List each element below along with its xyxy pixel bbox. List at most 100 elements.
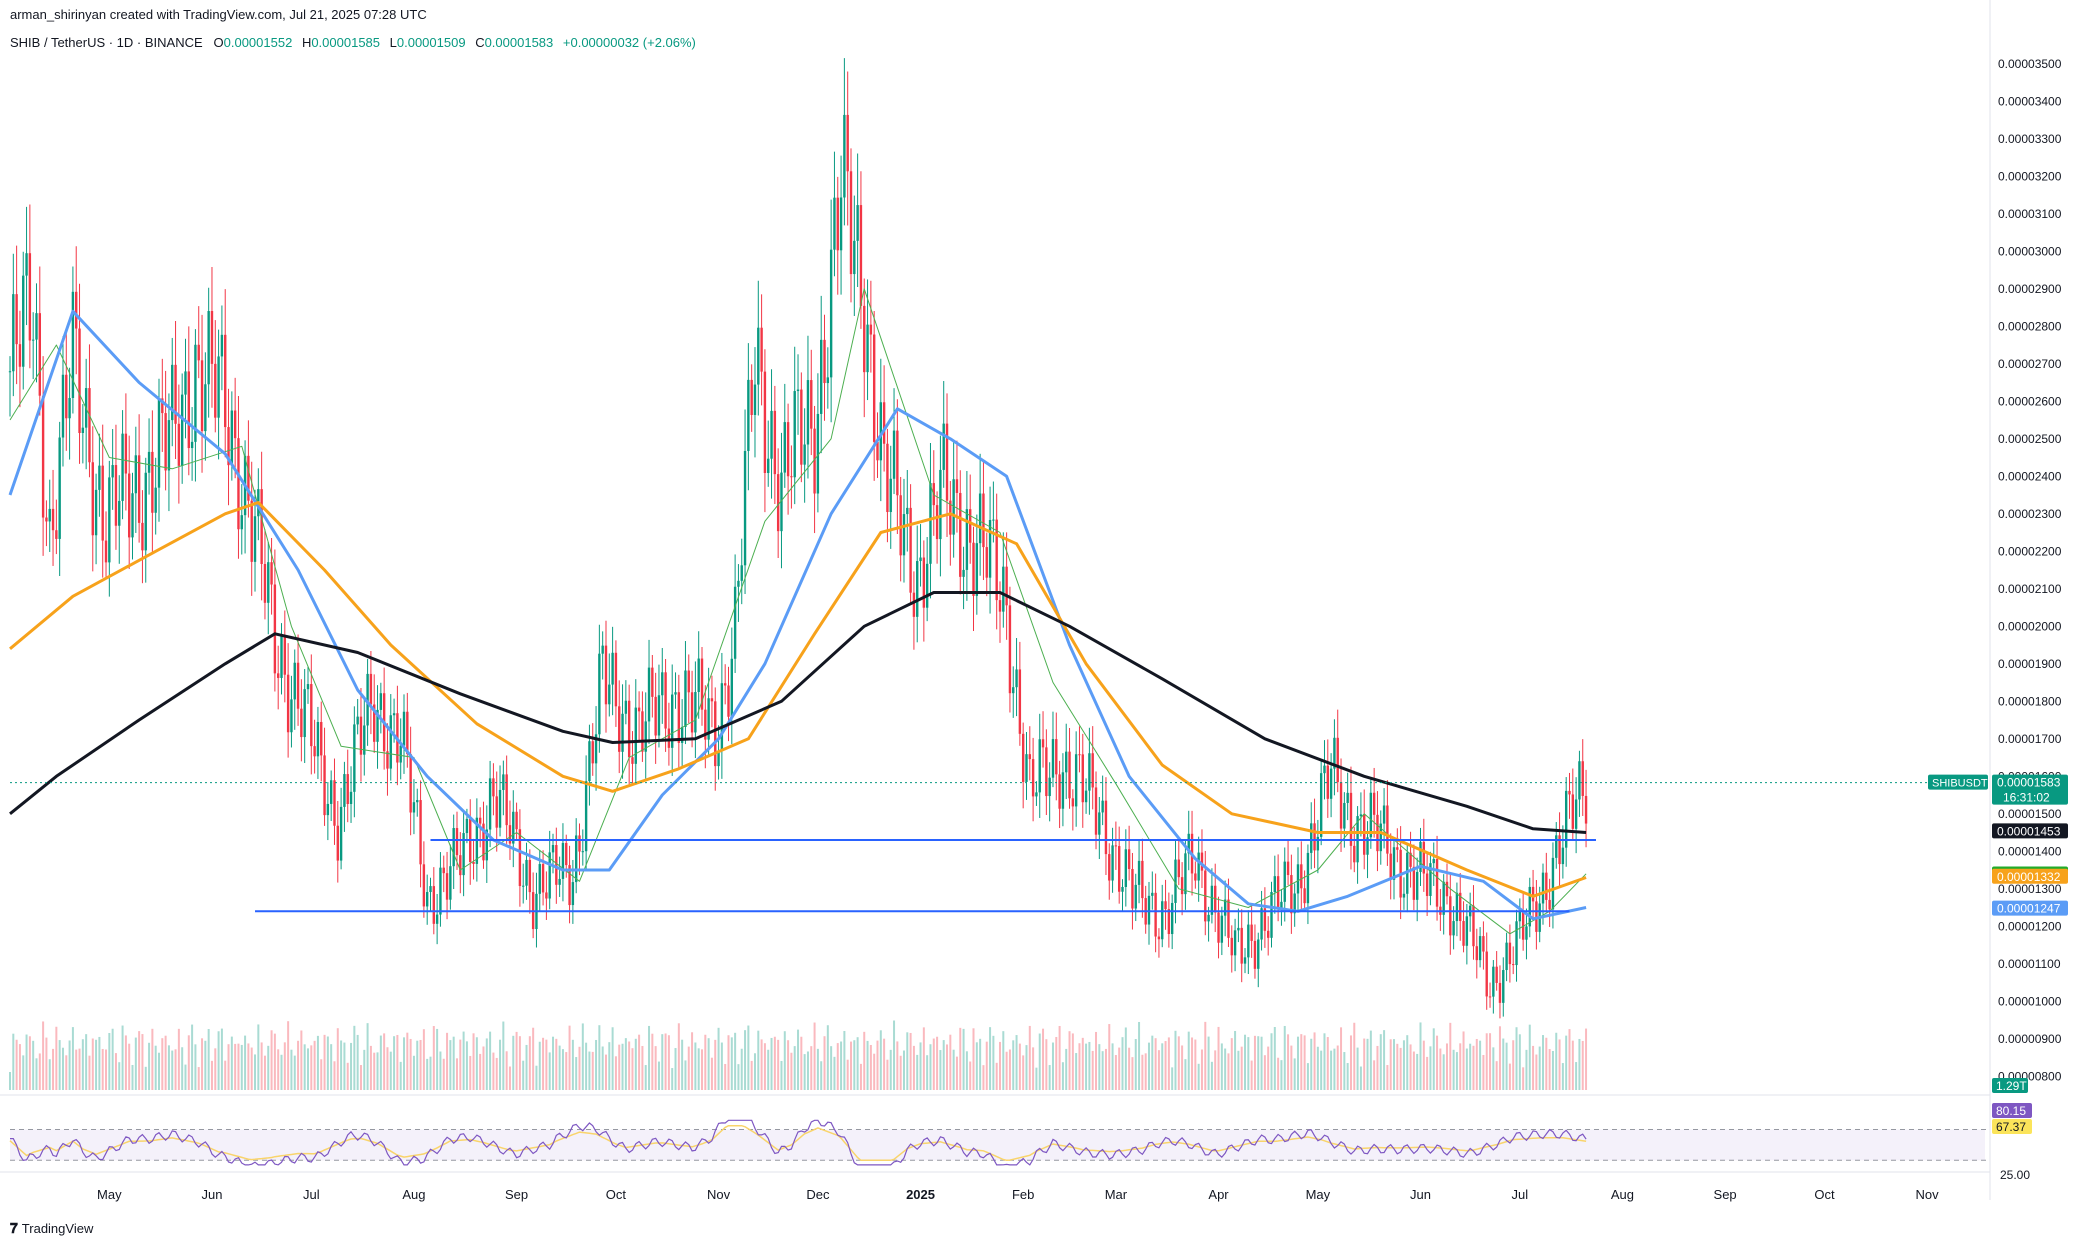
candle: [760, 294, 763, 406]
candle: [856, 153, 859, 287]
price-label-box: [1992, 868, 2068, 884]
candle-body: [1445, 881, 1449, 897]
volume-bar: [1402, 1040, 1405, 1090]
volume-bar: [323, 1034, 326, 1090]
candle-body: [111, 465, 114, 478]
candle: [657, 664, 661, 748]
volume-bar: [1449, 1022, 1452, 1090]
candle: [273, 549, 277, 692]
candle: [12, 253, 15, 397]
volume-bar: [482, 1046, 485, 1090]
volume-bar: [1244, 1034, 1247, 1090]
candle: [1339, 758, 1343, 852]
candle: [1108, 843, 1111, 900]
volume-bar: [1489, 1033, 1492, 1090]
candle-body: [502, 774, 505, 790]
volume-bar: [1522, 1067, 1525, 1090]
candle-body: [439, 867, 442, 915]
candle-body: [376, 709, 379, 742]
candle: [94, 473, 98, 565]
candle: [1498, 965, 1502, 1019]
candle: [1349, 766, 1353, 870]
candle-body: [843, 114, 846, 198]
candle: [462, 811, 465, 897]
candle: [373, 674, 376, 753]
volume-bar: [340, 1040, 343, 1090]
candle-body: [38, 313, 41, 396]
candle: [816, 373, 820, 513]
candle-body: [449, 866, 452, 900]
candle-body: [1237, 927, 1240, 931]
volume-bar: [946, 1044, 949, 1090]
candle: [714, 687, 717, 791]
candle: [906, 470, 909, 552]
candle-body: [949, 500, 952, 535]
candle: [260, 451, 263, 601]
symbol-name[interactable]: SHIB / TetherUS · 1D · BINANCE: [10, 35, 203, 50]
candle: [1568, 772, 1571, 819]
candle-body: [886, 443, 889, 513]
candle: [528, 849, 532, 914]
candle-body: [608, 684, 611, 705]
tradingview-logo-icon: 𝟕: [10, 1220, 18, 1236]
candle-body: [51, 508, 55, 531]
volume-bar: [399, 1061, 402, 1090]
candle-body: [925, 563, 929, 608]
candle-body: [1230, 937, 1233, 956]
volume-bar: [697, 1048, 700, 1090]
candle: [853, 195, 856, 317]
candle-body: [627, 700, 631, 758]
volume-bar: [257, 1024, 260, 1090]
volume-bar: [1316, 1046, 1319, 1090]
candle: [207, 287, 210, 418]
candle: [1406, 842, 1409, 913]
candle-body: [406, 711, 409, 755]
candle-body: [1429, 863, 1432, 896]
candle: [445, 851, 449, 920]
volume-bar: [68, 1040, 71, 1090]
candle: [594, 706, 598, 791]
candle-body: [1065, 751, 1068, 773]
volume-bar: [81, 1039, 84, 1090]
volume-bar: [1111, 1043, 1114, 1090]
volume-bar: [469, 1055, 472, 1090]
candle-body: [1038, 739, 1041, 793]
volume-bar: [1200, 1049, 1203, 1090]
candle: [584, 755, 588, 871]
volume-bar: [1022, 1055, 1025, 1090]
candle-body: [899, 495, 902, 556]
candle: [270, 538, 273, 615]
candle-body: [61, 374, 65, 438]
candle: [919, 524, 922, 587]
candle-body: [1243, 957, 1247, 964]
volume-bar: [1012, 1040, 1015, 1090]
volume-bar: [1217, 1026, 1220, 1090]
volume-bar: [604, 1054, 607, 1090]
candle-body: [975, 543, 979, 596]
candle-body: [776, 474, 780, 532]
volume-bar: [336, 1028, 339, 1090]
volume-bar: [1270, 1033, 1273, 1090]
candle-body: [263, 563, 267, 603]
candle: [416, 788, 419, 817]
y-tick-label: 0.00002900: [1998, 282, 2062, 296]
candle-body: [671, 694, 674, 748]
candle-body: [18, 344, 22, 367]
volume-bar: [840, 1041, 843, 1090]
volume-bar: [783, 1031, 786, 1090]
candle-body: [677, 692, 681, 743]
volume-bar: [1240, 1046, 1243, 1090]
candle-body: [757, 327, 760, 385]
volume-bar: [1336, 1045, 1339, 1090]
volume-bar: [128, 1043, 131, 1090]
candle-body: [240, 515, 243, 530]
candle-body: [1233, 930, 1237, 956]
volume-bar: [684, 1060, 687, 1090]
open-label: O: [213, 35, 224, 50]
candle: [121, 410, 124, 520]
candle-body: [1574, 799, 1578, 829]
candle: [574, 818, 578, 894]
candle-body: [1478, 936, 1482, 961]
volume-bar: [992, 1035, 995, 1090]
